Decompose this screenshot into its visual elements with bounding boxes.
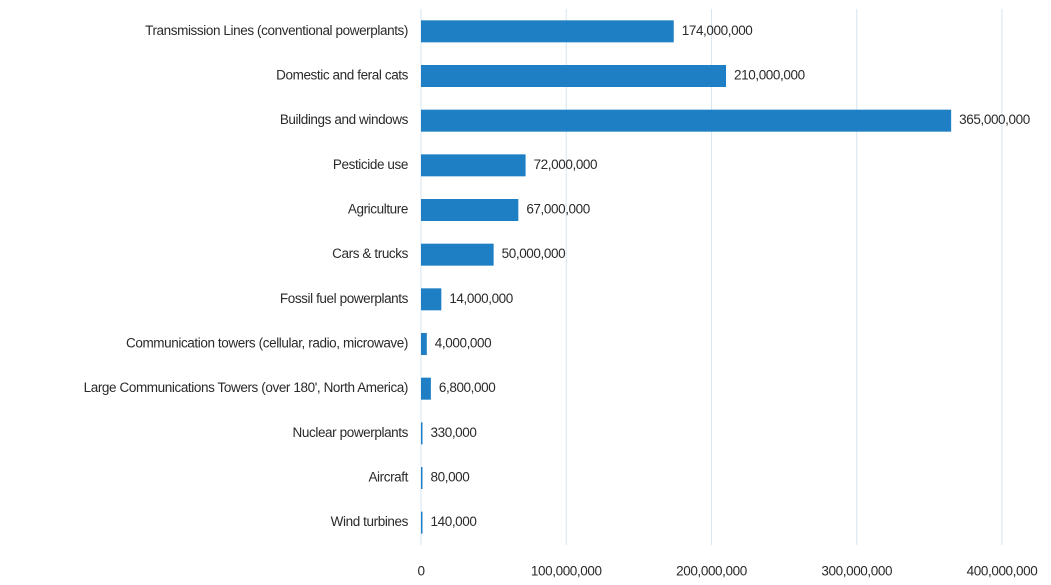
bar (421, 422, 423, 445)
value-label: 14,000,000 (449, 291, 513, 306)
category-label: Pesticide use (333, 157, 408, 172)
category-label: Buildings and windows (280, 112, 409, 127)
category-label: Cars & trucks (332, 246, 408, 261)
value-label: 4,000,000 (435, 336, 491, 351)
value-label: 365,000,000 (959, 112, 1030, 127)
category-label: Communication towers (cellular, radio, m… (126, 336, 408, 351)
x-tick-label: 400,000,000 (967, 564, 1038, 579)
category-label: Domestic and feral cats (276, 68, 409, 83)
bar (421, 243, 494, 266)
bar (421, 333, 427, 355)
value-label: 210,000,000 (734, 68, 805, 83)
value-label: 80,000 (431, 470, 470, 485)
value-label: 330,000 (431, 425, 477, 440)
x-tick-label: 300,000,000 (821, 564, 892, 579)
category-label: Aircraft (368, 470, 408, 485)
value-label: 140,000 (431, 514, 477, 529)
bar (421, 467, 423, 489)
value-label: 72,000,000 (534, 157, 598, 172)
bar (421, 199, 519, 221)
category-label: Large Communications Towers (over 180', … (84, 380, 408, 395)
category-label: Wind turbines (331, 514, 409, 529)
category-label: Nuclear powerplants (293, 425, 409, 440)
bar (421, 20, 674, 43)
x-tick-label: 200,000,000 (676, 564, 747, 579)
value-label: 6,800,000 (439, 380, 495, 395)
bar (421, 65, 727, 87)
value-label: 174,000,000 (682, 23, 753, 38)
x-tick-label: 0 (417, 564, 424, 579)
bar (421, 288, 442, 311)
bar (421, 377, 431, 400)
category-label: Agriculture (348, 202, 408, 217)
bar (421, 511, 423, 534)
bar (421, 109, 952, 132)
value-label: 67,000,000 (526, 202, 590, 217)
bar (421, 154, 526, 177)
x-tick-label: 100,000,000 (531, 564, 602, 579)
category-label: Fossil fuel powerplants (280, 291, 409, 306)
category-label: Transmission Lines (conventional powerpl… (145, 23, 408, 38)
value-label: 50,000,000 (502, 246, 566, 261)
